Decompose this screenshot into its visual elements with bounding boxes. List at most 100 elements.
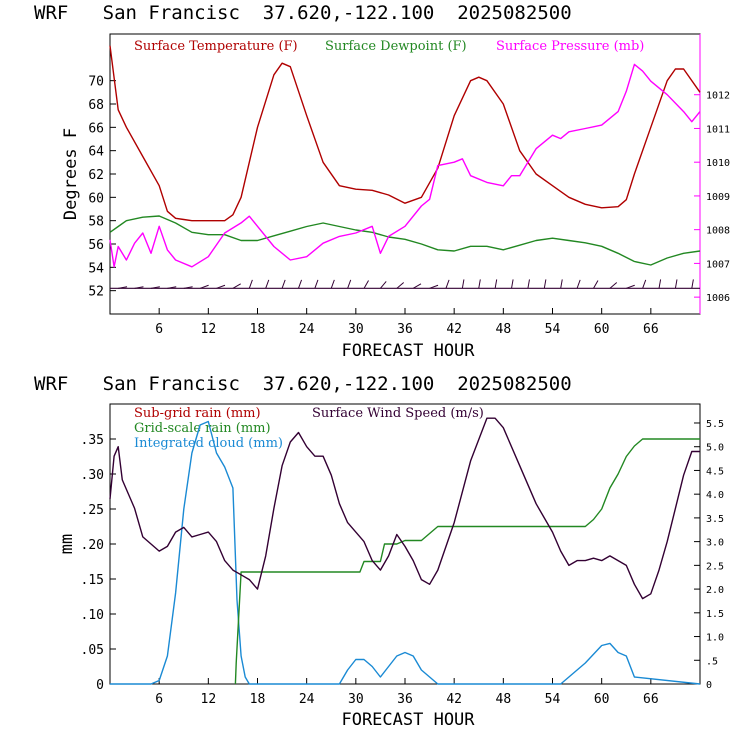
top-chart-title: WRF San Francisc 37.620,-122.100 2025082… <box>34 2 572 24</box>
bottom-x-tick-label: 54 <box>545 692 561 707</box>
dewpoint-line <box>109 215 701 266</box>
integrated-cloud-line <box>110 420 701 685</box>
wind-speed-line <box>109 417 700 600</box>
wind-barb <box>363 280 369 289</box>
bottom-x-tick-label: 24 <box>299 692 315 707</box>
wind-barb <box>527 279 530 289</box>
bottom-y2-tick-label: 3.5 <box>706 514 724 525</box>
top-plot-frame <box>109 33 701 315</box>
bottom-y-tick-label: .15 <box>81 573 104 588</box>
wind-barbs-group <box>110 279 700 289</box>
top-x-tick-label: 30 <box>348 322 364 337</box>
wind-barb <box>461 279 465 289</box>
top-x-tick-label: 66 <box>643 322 659 337</box>
wind-barb <box>412 283 422 289</box>
bottom-y2-tick-label: 2.5 <box>706 561 724 572</box>
bottom-x-tick-label: 30 <box>348 692 364 707</box>
top-y-tick-label: 54 <box>88 261 104 276</box>
bottom-axis-ticks: 6 12 18 24 30 36 42 48 54 60 66 0 .05 .10 .15 .20 .25 .30… <box>81 419 725 707</box>
bottom-x-axis-label: FORECAST HOUR <box>341 710 475 730</box>
top-y-tick-label: 70 <box>88 75 104 90</box>
legend-wind-speed: Surface Wind Speed (m/s) <box>312 406 484 421</box>
bottom-y2-tick-label: 4.5 <box>706 466 724 477</box>
wind-barb <box>248 279 253 289</box>
top-y-tick-label: 64 <box>88 145 104 160</box>
wind-barb <box>626 284 635 289</box>
top-x-tick-label: 60 <box>594 322 610 337</box>
top-x-axis-label: FORECAST HOUR <box>341 341 475 361</box>
wind-barb <box>609 282 618 289</box>
bottom-x-tick-label: 60 <box>594 692 610 707</box>
wind-barb <box>118 286 128 289</box>
wind-barb <box>674 279 678 289</box>
top-y-axis-label: Degrees F <box>61 128 81 220</box>
bottom-y2-tick-label: 2.0 <box>706 585 724 596</box>
bottom-y-tick-label: .30 <box>81 468 104 483</box>
wind-barb <box>445 279 450 289</box>
wind-barb <box>560 279 563 289</box>
wind-barb <box>380 281 387 289</box>
top-x-tick-label: 18 <box>250 322 266 337</box>
temperature-line <box>109 45 701 222</box>
wind-barb <box>511 279 514 289</box>
wind-barb <box>150 286 160 289</box>
bottom-y-tick-label: 0 <box>96 678 104 693</box>
top-y2-tick-label: 1012 <box>706 91 730 102</box>
legend-dewpoint: Surface Dewpoint (F) <box>325 39 467 54</box>
top-y-tick-label: 60 <box>88 191 104 206</box>
wind-barb <box>576 279 581 289</box>
top-x-tick-label: 54 <box>545 322 561 337</box>
bottom-y2-tick-label: 1.0 <box>706 633 724 644</box>
wind-barb <box>691 279 694 289</box>
wind-barb <box>543 279 547 289</box>
top-y-tick-label: 52 <box>88 285 104 300</box>
bottom-y2-tick-label: 1.5 <box>706 609 724 620</box>
legend-integrated-cloud: Integrated cloud (mm) <box>134 436 283 451</box>
wind-barb <box>216 284 226 289</box>
top-x-tick-label: 36 <box>397 322 413 337</box>
wind-barb <box>281 279 286 289</box>
bottom-chart-title: WRF San Francisc 37.620,-122.100 2025082… <box>34 373 572 395</box>
bottom-y2-tick-label: .5 <box>706 656 718 667</box>
bottom-y-axis-label: mm <box>57 534 77 554</box>
bottom-y-tick-label: .20 <box>81 538 104 553</box>
bottom-y2-tick-label: 4.0 <box>706 490 724 501</box>
wind-barb <box>314 279 319 289</box>
legend-subgrid-rain: Sub-grid rain (mm) <box>134 406 261 421</box>
legend-temperature: Surface Temperature (F) <box>134 39 298 54</box>
top-y-tick-label: 62 <box>88 168 104 183</box>
bottom-series-group <box>109 417 701 685</box>
bottom-x-tick-label: 6 <box>155 692 163 707</box>
wind-barb <box>199 284 209 289</box>
top-series-group <box>109 45 701 268</box>
top-x-tick-label: 42 <box>446 322 462 337</box>
top-y2-tick-label: 1006 <box>706 293 730 304</box>
top-y2-tick-label: 1008 <box>706 226 730 237</box>
wind-barb <box>265 279 270 289</box>
legend-gridscale-rain: Grid-scale rain (mm) <box>134 421 271 436</box>
wind-barb <box>396 282 405 289</box>
wind-barb <box>642 279 647 289</box>
bottom-y2-tick-label: 3.0 <box>706 538 724 549</box>
pressure-line <box>109 63 701 268</box>
bottom-x-tick-label: 36 <box>397 692 413 707</box>
top-y-tick-label: 56 <box>88 238 104 253</box>
wind-barb <box>167 286 177 289</box>
wind-barb <box>429 284 439 289</box>
bottom-y2-tick-label: 5.0 <box>706 443 724 454</box>
wind-barb <box>330 279 335 289</box>
bottom-x-tick-label: 18 <box>250 692 266 707</box>
top-y2-tick-label: 1009 <box>706 192 730 203</box>
wind-barb <box>494 279 498 289</box>
top-y-tick-label: 66 <box>88 121 104 136</box>
wind-barb <box>183 286 193 289</box>
wind-barb <box>658 279 662 289</box>
bottom-y-tick-label: .10 <box>81 608 104 623</box>
top-y-tick-label: 58 <box>88 215 104 230</box>
wind-barb <box>478 279 481 289</box>
bottom-y2-tick-label: 0 <box>706 680 712 691</box>
top-x-tick-label: 12 <box>201 322 217 337</box>
bottom-y-tick-label: .25 <box>81 503 104 518</box>
top-y2-tick-label: 1011 <box>706 124 730 135</box>
